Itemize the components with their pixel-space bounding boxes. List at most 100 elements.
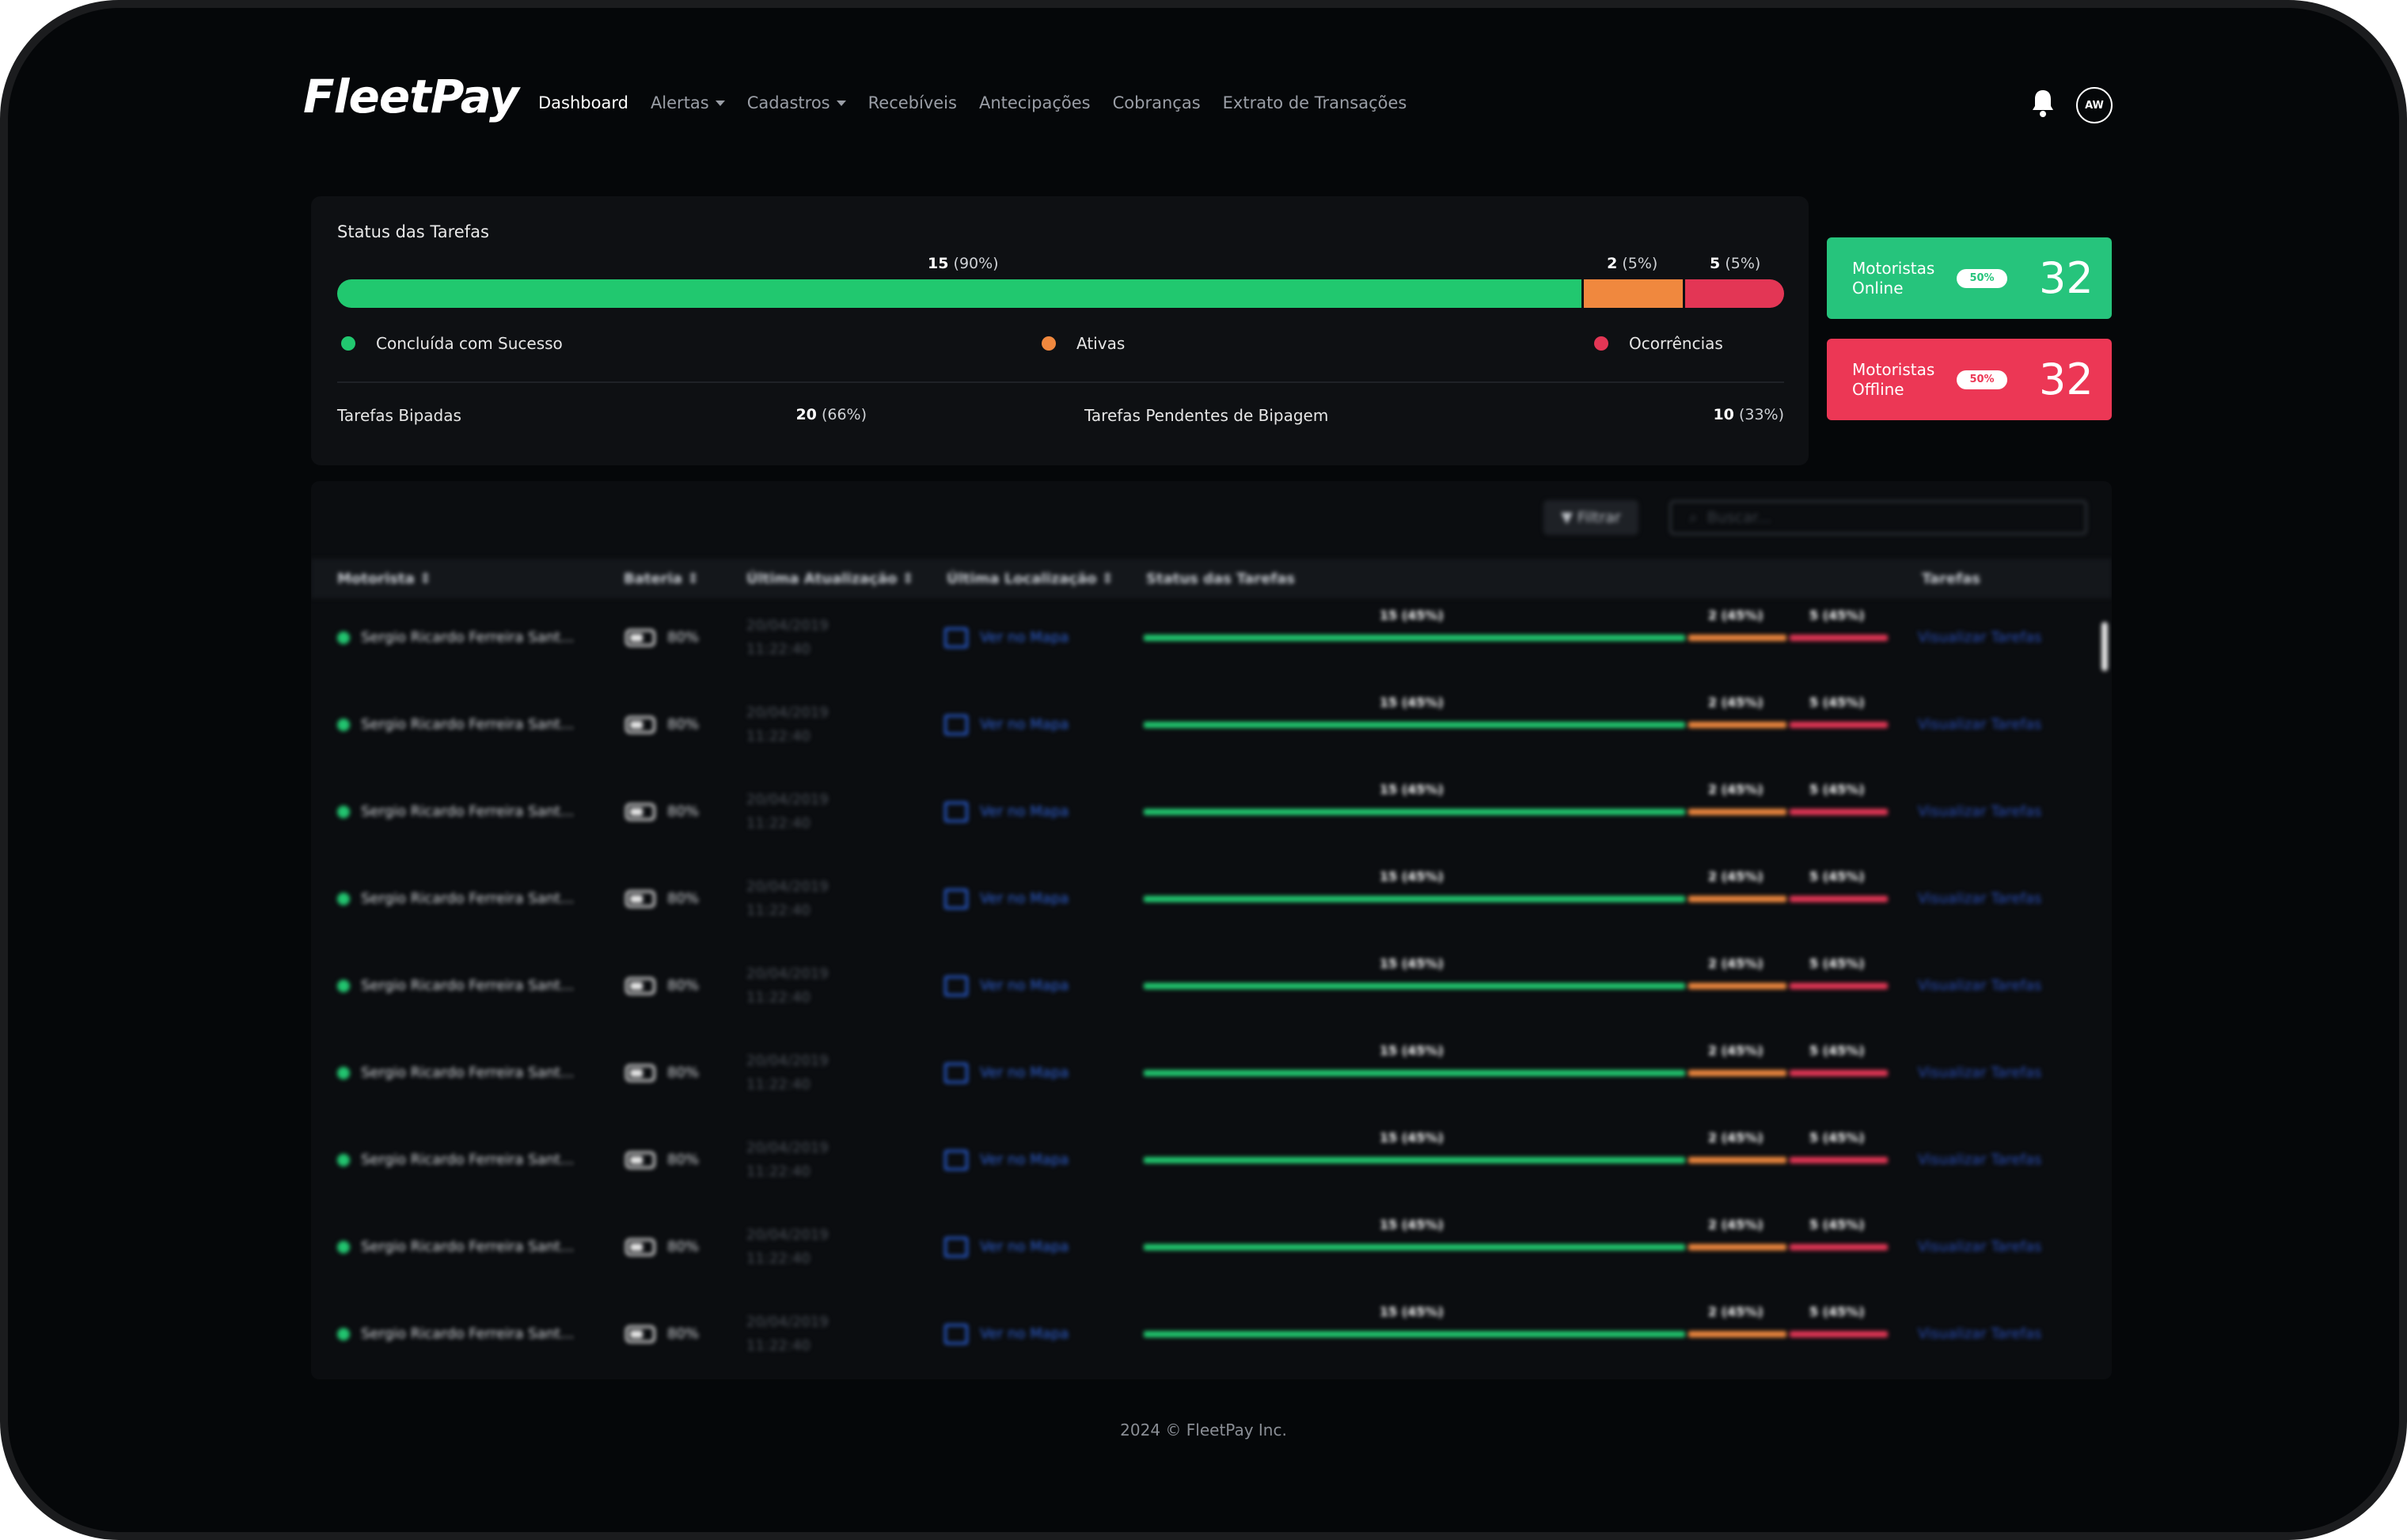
task-status-bar (337, 279, 1784, 308)
table-row: Sergio Ricardo Ferreira Sant... 80% 20/04/… (311, 772, 2112, 859)
column-header[interactable]: Última Atualização ⇕ (746, 571, 914, 587)
map-icon[interactable] (944, 976, 968, 996)
row-occurrences-label: 5 (45%) (1809, 1217, 1865, 1232)
view-on-map-link[interactable]: Ver no Mapa (980, 803, 1069, 820)
battery-icon (625, 977, 655, 995)
battery-icon (625, 716, 655, 734)
table-row: Sergio Ricardo Ferreira Sant... 80% 20/04/… (311, 859, 2112, 946)
search-icon: ⌕ (1689, 509, 1698, 526)
row-occurrences-segment (1790, 1070, 1888, 1076)
view-on-map-link[interactable]: Ver no Mapa (980, 890, 1069, 907)
table-row: Sergio Ricardo Ferreira Sant... 80% 20/04/… (311, 1208, 2112, 1295)
last-update-time: 11:22:40 (746, 989, 811, 1006)
view-tasks-link[interactable]: Visualizar Tarefas (1918, 890, 2042, 907)
row-completed-label: 15 (45%) (1380, 782, 1444, 797)
bell-icon[interactable] (2030, 87, 2056, 119)
row-occurrences-label: 5 (45%) (1809, 1304, 1865, 1319)
map-icon[interactable] (944, 1237, 968, 1257)
view-tasks-link[interactable]: Visualizar Tarefas (1918, 1064, 2042, 1081)
fleetpay-logo[interactable]: FleetPay (303, 70, 519, 123)
nav-item-label: Cobranças (1112, 93, 1201, 112)
view-on-map-link[interactable]: Ver no Mapa (980, 977, 1069, 994)
nav-item-6[interactable]: Extrato de Transações (1223, 93, 1407, 112)
view-on-map-link[interactable]: Ver no Mapa (980, 1151, 1069, 1168)
row-occurrences-segment (1790, 809, 1888, 815)
map-icon[interactable] (944, 628, 968, 648)
row-task-status-bar (1144, 1244, 1888, 1250)
column-header[interactable]: Motorista ⇕ (337, 571, 432, 587)
row-task-status-bar (1144, 1157, 1888, 1163)
view-on-map-link[interactable]: Ver no Mapa (980, 1064, 1069, 1081)
nav-item-4[interactable]: Antecipações (979, 93, 1091, 112)
last-update-date: 20/04/2019 (746, 1227, 829, 1243)
last-update-time: 11:22:40 (746, 902, 811, 919)
legend-occurrences-label: Ocorrências (1629, 334, 1723, 353)
map-icon[interactable] (944, 715, 968, 735)
search-input[interactable]: ⌕ Buscar... (1669, 500, 2087, 535)
status-online-dot-icon (337, 1328, 350, 1341)
map-icon[interactable] (944, 889, 968, 909)
row-active-label: 2 (45%) (1708, 956, 1763, 971)
nav-item-3[interactable]: Recebíveis (868, 93, 957, 112)
row-completed-label: 15 (45%) (1380, 608, 1444, 623)
view-on-map-link[interactable]: Ver no Mapa (980, 1238, 1069, 1255)
row-completed-label: 15 (45%) (1380, 1043, 1444, 1058)
view-tasks-link[interactable]: Visualizar Tarefas (1918, 1326, 2042, 1342)
map-icon[interactable] (944, 1063, 968, 1083)
drivers-online-card[interactable]: Motoristas Online 50% 32 (1827, 237, 2112, 319)
filter-button[interactable]: ▼ Filtrar (1543, 500, 1638, 535)
completed-bar-label: 15 (90%) (928, 255, 999, 272)
last-update-date: 20/04/2019 (746, 704, 829, 721)
battery-icon (625, 1151, 655, 1169)
table-row: Sergio Ricardo Ferreira Sant... 80% 20/04/… (311, 685, 2112, 772)
column-header[interactable]: Última Localização ⇕ (947, 571, 1114, 587)
last-update-time: 11:22:40 (746, 1337, 811, 1354)
view-tasks-link[interactable]: Visualizar Tarefas (1918, 716, 2042, 733)
view-tasks-link[interactable]: Visualizar Tarefas (1918, 977, 2042, 994)
table-row: Sergio Ricardo Ferreira Sant... 80% 20/04/… (311, 1295, 2112, 1379)
caret-down-icon (715, 100, 725, 106)
funnel-icon: ▼ (1561, 509, 1573, 526)
status-online-dot-icon (337, 632, 350, 644)
nav-item-5[interactable]: Cobranças (1113, 93, 1201, 112)
row-completed-label: 15 (45%) (1380, 1130, 1444, 1145)
nav-item-0[interactable]: Dashboard (538, 93, 628, 112)
row-occurrences-label: 5 (45%) (1809, 695, 1865, 710)
status-online-dot-icon (337, 719, 350, 731)
map-icon[interactable] (944, 1150, 968, 1170)
user-avatar[interactable]: AW (2076, 87, 2113, 123)
row-completed-label: 15 (45%) (1380, 869, 1444, 884)
table-row: Sergio Ricardo Ferreira Sant... 80% 20/04/… (311, 1034, 2112, 1121)
last-update: 20/04/2019 11:22:40 (746, 1223, 829, 1271)
column-header[interactable]: Bateria ⇕ (624, 571, 700, 587)
view-on-map-link[interactable]: Ver no Mapa (980, 1326, 1069, 1342)
view-tasks-link[interactable]: Visualizar Tarefas (1918, 1151, 2042, 1168)
view-tasks-link[interactable]: Visualizar Tarefas (1918, 803, 2042, 820)
view-tasks-link[interactable]: Visualizar Tarefas (1918, 629, 2042, 646)
map-icon[interactable] (944, 802, 968, 822)
footer-copyright: 2024 © FleetPay Inc. (1120, 1421, 1287, 1439)
scanned-tasks-label: Tarefas Bipadas (337, 406, 461, 425)
battery-level: 80% (667, 890, 700, 907)
status-online-dot-icon (337, 1067, 350, 1079)
nav-item-1[interactable]: Alertas (651, 93, 725, 112)
drivers-offline-card[interactable]: Motoristas Offline 50% 32 (1827, 339, 2112, 420)
row-occurrences-label: 5 (45%) (1809, 782, 1865, 797)
row-occurrences-segment (1790, 1157, 1888, 1163)
view-tasks-link[interactable]: Visualizar Tarefas (1918, 1238, 2042, 1255)
active-bar-label: 2 (5%) (1607, 255, 1658, 272)
nav-item-label: Extrato de Transações (1222, 93, 1407, 112)
nav-item-2[interactable]: Cadastros (747, 93, 846, 112)
row-active-segment (1688, 1244, 1786, 1250)
view-on-map-link[interactable]: Ver no Mapa (980, 629, 1069, 646)
battery-level: 80% (667, 803, 700, 820)
battery-icon (625, 1238, 655, 1256)
view-on-map-link[interactable]: Ver no Mapa (980, 716, 1069, 733)
row-occurrences-segment (1790, 983, 1888, 989)
map-icon[interactable] (944, 1324, 968, 1345)
table-scrollbar[interactable] (2101, 622, 2108, 671)
last-update: 20/04/2019 11:22:40 (746, 614, 829, 662)
scanned-tasks-value: 20 (66%) (795, 406, 867, 423)
table-header: Motorista ⇕ Bateria ⇕ Última Atualização ⇕… (311, 559, 2112, 598)
row-completed-segment (1144, 809, 1685, 815)
